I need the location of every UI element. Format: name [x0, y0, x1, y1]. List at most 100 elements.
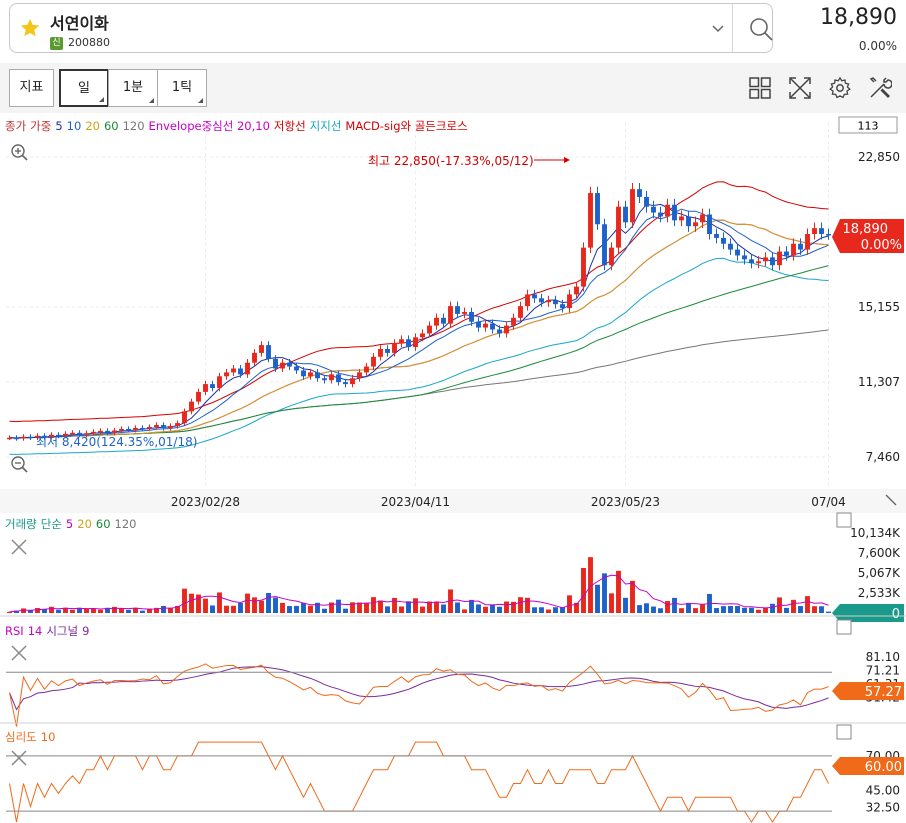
period-day-button[interactable]: 일 [59, 69, 109, 107]
candle-body [357, 372, 362, 379]
volume-bar [224, 605, 229, 613]
volume-bar [273, 597, 278, 613]
rsi-signal-line [9, 666, 829, 711]
period-1min-button[interactable]: 1분 [108, 69, 158, 107]
volume-bar [28, 610, 33, 613]
layout-grid-icon[interactable] [748, 76, 772, 100]
candle-body [336, 374, 341, 383]
volume-bar [602, 573, 607, 613]
price-series [9, 181, 829, 455]
candle-body [588, 193, 593, 248]
volume-bar [637, 605, 642, 613]
search-icon[interactable] [748, 16, 774, 42]
candle-body [700, 214, 705, 223]
candle-body [581, 247, 586, 287]
candle-body [427, 325, 432, 334]
volume-bar [462, 609, 467, 613]
price-tick-label: 11,307 [858, 375, 900, 389]
settings-gear-icon[interactable] [828, 76, 852, 100]
date-tick-label: 2023/02/28 [171, 495, 240, 509]
candle-body [406, 339, 411, 348]
candle-body [77, 432, 82, 435]
candle-body [728, 243, 733, 250]
volume-legend-item: 20 [77, 517, 92, 531]
volume-bar [679, 608, 684, 613]
volume-bar [525, 597, 530, 613]
zoom-in-icon[interactable] [11, 144, 28, 161]
psych-close-icon[interactable] [11, 750, 27, 766]
volume-bar [350, 602, 355, 613]
legend-item: 저항선 [274, 119, 306, 133]
rsi-close-icon[interactable] [11, 645, 27, 661]
high-annotation-arrowhead [564, 157, 570, 163]
volume-bar [175, 605, 180, 613]
volume-bar [84, 608, 89, 613]
candle-body [322, 378, 327, 381]
psych-menu-icon[interactable] [836, 724, 852, 740]
volume-bar [196, 594, 201, 613]
candle-body [665, 204, 670, 217]
tools-icon[interactable] [868, 76, 892, 100]
volume-bar [392, 597, 397, 613]
rsi-menu-icon[interactable] [836, 619, 852, 635]
count-box[interactable] [838, 116, 898, 134]
candle-body [119, 428, 124, 431]
volume-bar [812, 606, 817, 613]
volume-bar [35, 608, 40, 613]
indicator-button[interactable]: 지표 [9, 69, 54, 107]
volume-bar [140, 610, 145, 613]
volume-bar [588, 557, 593, 613]
volume-menu-icon[interactable] [836, 512, 852, 528]
volume-bar [658, 608, 663, 613]
volume-close-icon[interactable] [11, 539, 27, 555]
stock-name: 서연이화 [50, 14, 109, 33]
volume-bar [476, 604, 481, 613]
volume-bar [112, 606, 117, 613]
psych-line [9, 741, 829, 823]
volume-bar [126, 609, 131, 613]
candle-body [693, 222, 698, 227]
dropdown-corner-icon [99, 97, 104, 102]
candle-body [476, 321, 481, 328]
volume-bar [665, 601, 670, 613]
candle-body [455, 306, 460, 314]
period-1tick-button[interactable]: 1틱 [157, 69, 207, 107]
zoom-out-icon[interactable] [11, 456, 28, 473]
candle-body [280, 362, 285, 369]
candle-body [462, 311, 467, 314]
favorite-star-icon[interactable] [19, 17, 41, 39]
rsi-legend-item: 시그널 [46, 624, 78, 638]
volume-bar [805, 596, 810, 613]
candle-body [126, 428, 131, 431]
legend-item: 60 [104, 119, 119, 133]
volume-bar [378, 600, 383, 613]
ma120-line [9, 329, 829, 439]
date-axis-band [0, 489, 906, 513]
current-price-badge-label: 18,890 [843, 222, 889, 237]
volume-bar [168, 607, 173, 613]
candle-body [812, 228, 817, 234]
volume-bar [420, 606, 425, 613]
candle-body [630, 189, 635, 223]
new-listing-badge: 신 [50, 37, 63, 50]
candle-body [140, 427, 145, 430]
candle-body [609, 247, 614, 266]
candle-body [637, 189, 642, 197]
stock-search-box[interactable]: 서연이화 신 200880 [9, 3, 773, 53]
volume-bar [728, 606, 733, 613]
candle-body [623, 206, 628, 223]
chevron-down-icon[interactable] [710, 20, 726, 36]
candle-body [7, 437, 12, 440]
psych-tick-label: 45.00 [866, 783, 900, 797]
fullscreen-icon[interactable] [788, 76, 812, 100]
stock-chart[interactable]: 종가 가중 5 10 20 60 120 Envelope중심선 20,10 저항선 지지선 MAC… [0, 113, 906, 823]
candle-body [28, 436, 33, 439]
candle-body [231, 368, 236, 373]
volume-bar [672, 597, 677, 613]
volume-bar [742, 607, 747, 613]
legend-item: 지지선 [310, 119, 342, 133]
volume-tick-label: 10,134K [850, 526, 901, 540]
volume-bar [819, 606, 824, 613]
candle-body [308, 372, 313, 377]
